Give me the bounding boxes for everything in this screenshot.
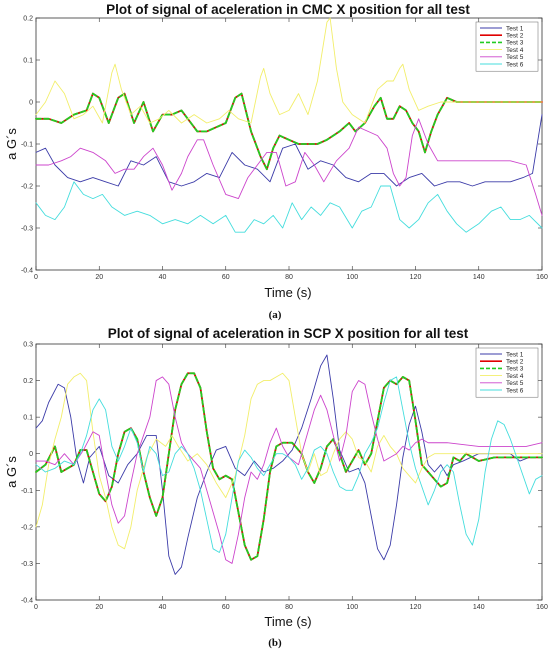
- y-tick-label: -0.4: [21, 268, 33, 275]
- chart-a-title: Plot of signal of aceleration in CMC X p…: [106, 2, 470, 17]
- x-tick-label: 40: [159, 604, 167, 611]
- chart-b-x-axis: 0 20 40 60 80 100 120 140 160: [34, 344, 548, 611]
- y-tick-label: 0: [29, 100, 33, 107]
- x-tick-label: 40: [159, 274, 167, 281]
- x-tick-label: 120: [410, 604, 422, 611]
- chart-b-x-label: Time (s): [264, 614, 311, 629]
- legend-label: Test 4: [506, 373, 524, 380]
- legend-box: [475, 347, 539, 398]
- chart-a-y-axis: -0.4 -0.3 -0.2 -0.1 0 0.1 0.2: [21, 16, 542, 275]
- x-tick-label: 140: [473, 274, 485, 281]
- y-tick-label: 0.3: [23, 342, 33, 349]
- x-tick-label: 160: [536, 604, 548, 611]
- chart-a-series: [35, 17, 543, 233]
- x-tick-label: 20: [95, 274, 103, 281]
- y-tick-label: -0.3: [21, 226, 33, 233]
- y-tick-label: 0.2: [23, 378, 33, 385]
- y-tick-label: -0.1: [21, 488, 33, 495]
- x-tick-label: 120: [410, 274, 422, 281]
- x-tick-label: 0: [34, 604, 38, 611]
- chart-b-y-axis: -0.4 -0.3 -0.2 -0.1 0 0.1 0.2 0.3: [21, 342, 542, 605]
- legend-label: Test 3: [506, 366, 524, 373]
- legend-label: Test 1: [506, 351, 524, 358]
- legend-label: Test 4: [506, 47, 524, 54]
- chart-b: Plot of signal of aceleration in SCP X p…: [4, 326, 548, 649]
- chart-a-x-axis: 0 20 40 60 80 100 120 140 160: [34, 18, 548, 281]
- y-tick-label: -0.4: [21, 598, 33, 605]
- x-tick-label: 60: [222, 604, 230, 611]
- x-tick-label: 140: [473, 604, 485, 611]
- x-tick-label: 160: [536, 274, 548, 281]
- x-tick-label: 80: [285, 274, 293, 281]
- x-tick-label: 100: [346, 604, 358, 611]
- x-tick-label: 80: [285, 604, 293, 611]
- y-tick-label: -0.1: [21, 142, 33, 149]
- legend-label: Test 1: [506, 25, 524, 32]
- y-tick-label: -0.2: [21, 184, 33, 191]
- chart-b-title: Plot of signal of aceleration in SCP X p…: [108, 326, 469, 341]
- legend-box: [475, 21, 539, 72]
- y-tick-label: 0.1: [23, 415, 33, 422]
- y-tick-label: 0: [29, 451, 33, 458]
- legend-label: Test 5: [506, 380, 524, 387]
- x-tick-label: 100: [346, 274, 358, 281]
- series-line-test-6: [35, 181, 543, 233]
- legend-label: Test 6: [506, 387, 524, 394]
- series-line-test-4: [35, 17, 543, 124]
- legend-label: Test 3: [506, 40, 524, 47]
- chart-b-y-label: a G´s: [4, 456, 19, 488]
- legend-label: Test 6: [506, 61, 524, 68]
- chart-a-plot-area: [35, 17, 543, 271]
- series-line-test-6: [35, 376, 543, 553]
- x-tick-label: 20: [95, 604, 103, 611]
- legend-label: Test 2: [506, 359, 524, 366]
- y-tick-label: 0.2: [23, 16, 33, 23]
- series-line-test-4: [35, 372, 543, 550]
- chart-a-caption: (a): [269, 309, 282, 321]
- chart-a-x-label: Time (s): [264, 285, 311, 300]
- chart-b-series: [35, 354, 543, 575]
- series-line-test-3: [35, 372, 543, 561]
- chart-b-plot-area: [35, 343, 543, 601]
- x-tick-label: 60: [222, 274, 230, 281]
- legend-label: Test 2: [506, 33, 524, 40]
- legend-label: Test 5: [506, 54, 524, 61]
- chart-b-caption: (b): [268, 637, 282, 649]
- series-line-test-1: [35, 114, 543, 187]
- chart-a: Plot of signal of aceleration in CMC X p…: [4, 2, 548, 321]
- y-tick-label: 0.1: [23, 58, 33, 65]
- y-tick-label: -0.3: [21, 561, 33, 568]
- series-line-test-1: [35, 354, 543, 575]
- series-line-test-5: [35, 118, 543, 216]
- x-tick-label: 0: [34, 274, 38, 281]
- y-tick-label: -0.2: [21, 524, 33, 531]
- chart-a-y-label: a G´s: [4, 128, 19, 160]
